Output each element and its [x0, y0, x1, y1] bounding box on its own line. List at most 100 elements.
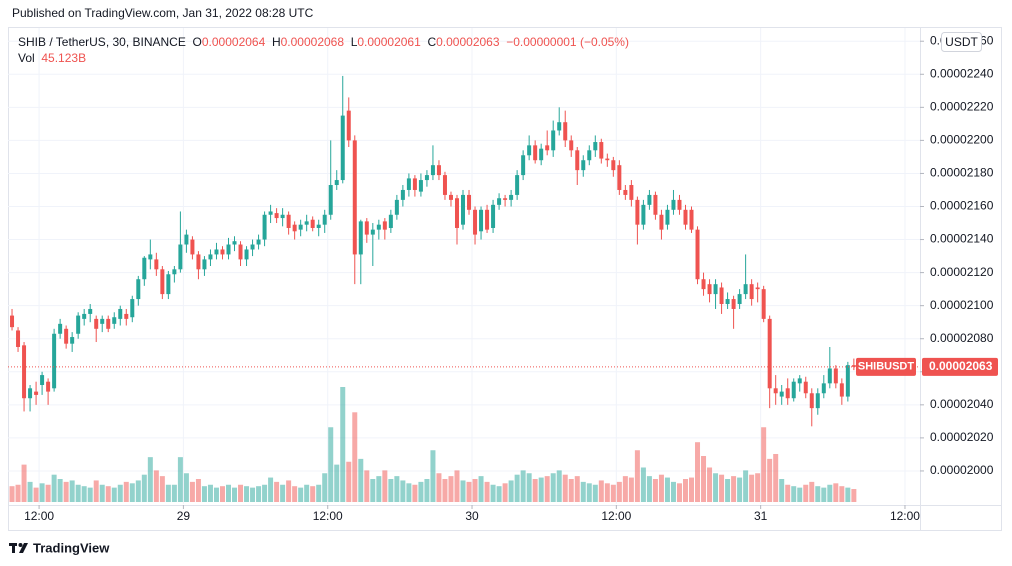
volume-bar [508, 480, 514, 502]
symbol-tag [856, 357, 916, 376]
candle-body [599, 142, 604, 159]
volume-bar [316, 484, 322, 502]
volume-bar [81, 486, 87, 502]
volume-bar [27, 481, 33, 502]
volume-bar [478, 476, 484, 502]
volume-bar [189, 481, 195, 502]
volume-bar [719, 474, 725, 502]
logo-mark [18, 543, 23, 547]
candle-body [569, 140, 574, 151]
volume-bar [45, 484, 51, 502]
candle-body [322, 214, 327, 225]
legend-header: SHIB / TetherUS, 30, BINANCE O0.00002064… [18, 35, 629, 49]
volume-bar [622, 476, 628, 502]
candle-body [430, 165, 435, 176]
y-tick-label: 0.00002020 [930, 430, 994, 444]
candle-body [82, 313, 87, 319]
volume-bar [773, 453, 779, 502]
candle-body [473, 209, 478, 235]
change-value: −0.00000001 (−0.05%) [506, 35, 629, 49]
candle-body [28, 388, 33, 399]
y-tick-label: 0.00002140 [930, 232, 994, 246]
volume-bar [767, 458, 773, 502]
candle-body [352, 140, 357, 255]
volume-bar [105, 486, 111, 502]
volume-bar [15, 484, 21, 502]
candle-body [761, 289, 766, 319]
symbol-title: SHIB / TetherUS, 30, BINANCE [18, 35, 186, 49]
volume-value: 45.123B [41, 51, 87, 65]
ohlc-label: H [271, 35, 281, 49]
volume-bar [586, 483, 592, 502]
candle-body [791, 381, 796, 399]
volume-title: Vol [18, 51, 35, 65]
volume-bar [580, 481, 586, 502]
ohlc-value: 0.00002061 [357, 35, 421, 49]
volume-bar [634, 450, 640, 502]
volume-bar [364, 470, 370, 502]
currency-label[interactable]: USDT [945, 35, 978, 49]
volume-bar [99, 484, 105, 502]
candle-body [304, 221, 309, 225]
candle-body [166, 274, 171, 295]
candle-body [148, 254, 153, 260]
volume-header: Vol 45.123B [18, 51, 86, 65]
brand-name: TradingView [33, 540, 110, 555]
candle-body [527, 145, 532, 156]
volume-bar [640, 467, 646, 502]
candle-body [358, 221, 363, 255]
y-tick-label: 0.00002200 [930, 133, 994, 147]
volume-bar [628, 477, 634, 502]
candle-body [286, 214, 291, 228]
candle-body [581, 160, 586, 171]
candle-body [827, 368, 832, 384]
candle-body [737, 294, 742, 305]
volume-bar [141, 474, 147, 502]
x-tick-label: 30 [465, 509, 479, 523]
volume-bar [436, 473, 442, 502]
candle-body [557, 122, 562, 131]
volume-bar [256, 486, 262, 502]
y-tick-label: 0.00002040 [930, 397, 994, 411]
x-tick-label: 12:00 [313, 509, 343, 523]
volume-bar [280, 484, 286, 502]
candle-body [623, 189, 628, 195]
volume-bar [358, 458, 364, 502]
volume-bar [520, 470, 526, 502]
candle-body [575, 150, 580, 171]
candle-body [785, 388, 790, 399]
y-tick-label: 0.00002080 [930, 331, 994, 345]
candle-body [412, 178, 417, 190]
candle-body [64, 328, 69, 344]
currency-button[interactable] [941, 32, 982, 52]
volume-bar [382, 470, 388, 502]
candle-body [749, 284, 754, 300]
volume-bar [496, 486, 502, 502]
volume-bar [262, 484, 268, 502]
volume-bar [322, 473, 328, 502]
candle-body [58, 323, 63, 334]
volume-bar [598, 480, 604, 502]
candle-body [250, 244, 255, 250]
volume-bar [574, 476, 580, 502]
volume-bar [424, 479, 430, 502]
candle-body [178, 244, 183, 270]
volume-bar [701, 456, 707, 502]
chart-frame [8, 27, 1002, 531]
volume-bar [797, 487, 803, 502]
volume-bar [304, 484, 310, 502]
volume-bar [244, 486, 250, 502]
volume-bar [9, 486, 15, 502]
symbol-tag-label: SHIBUSDT [858, 361, 915, 373]
candle-body [292, 224, 297, 232]
volume-bar [75, 484, 81, 502]
candle-body [713, 284, 718, 295]
volume-bar [532, 479, 538, 502]
candle-body [677, 199, 682, 210]
volume-bar [207, 484, 213, 502]
volume-bar [454, 470, 460, 502]
volume-bar [460, 480, 466, 502]
ohlc-value: 0.00002064 [201, 35, 266, 49]
candle-body [418, 180, 423, 192]
volume-bar [412, 484, 418, 502]
